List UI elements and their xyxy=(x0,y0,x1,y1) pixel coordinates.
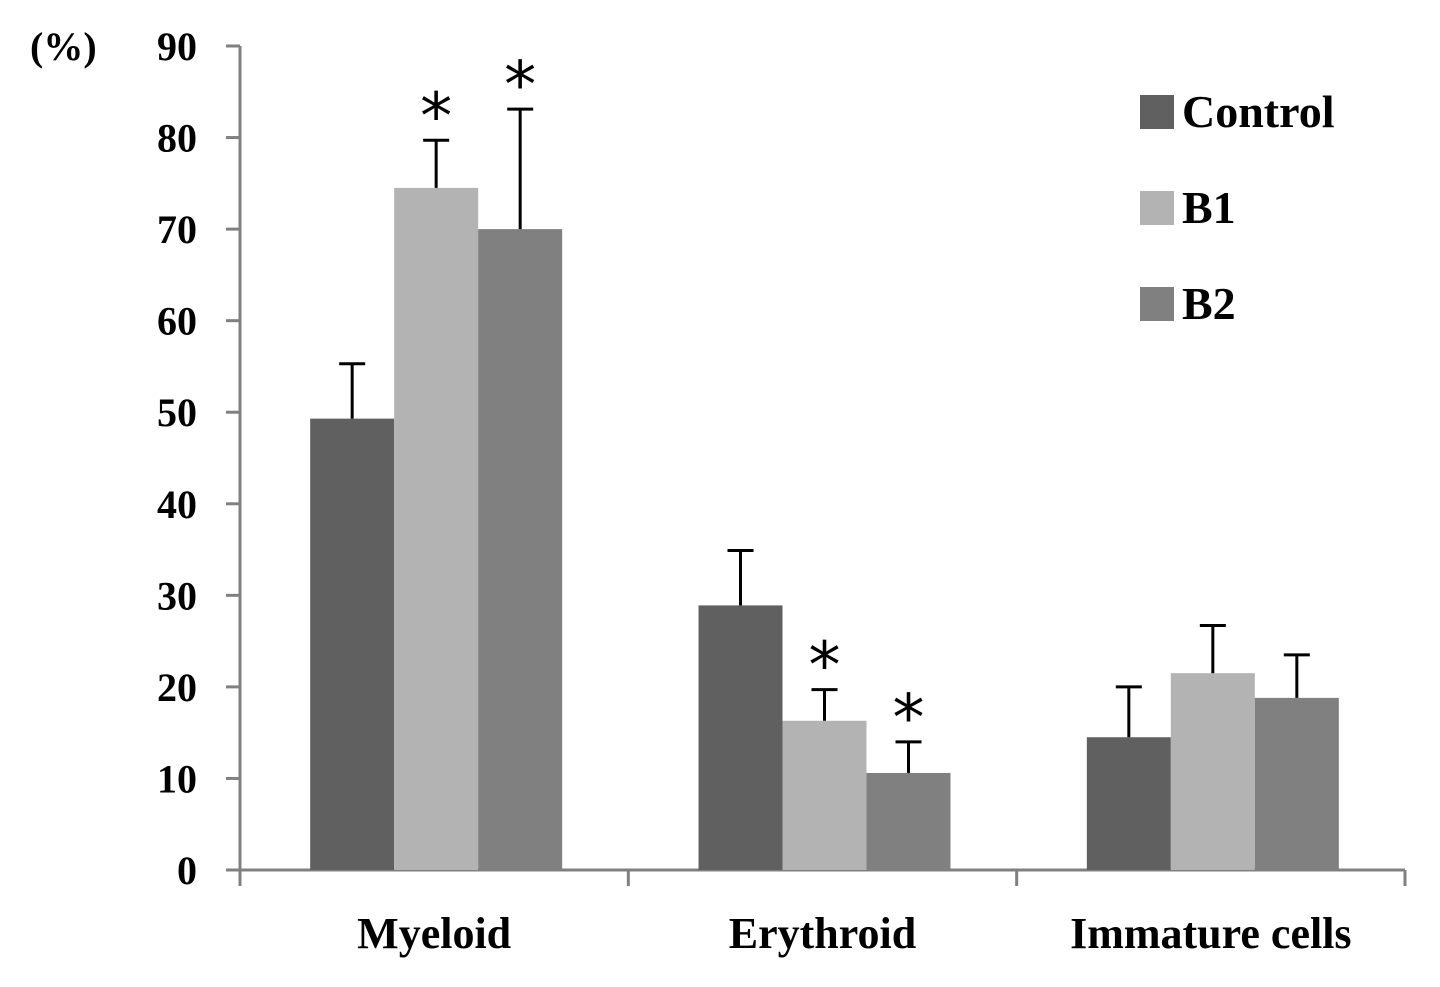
axes: 0 10 20 30 40 50 60 70 80 90 (%) Myeloid Erythroid Im… xyxy=(30,24,1407,958)
legend-label-control: Control xyxy=(1182,86,1335,137)
legend-swatch-b1 xyxy=(1140,191,1174,225)
bar-b1-immature-cells xyxy=(1170,673,1255,870)
significance-marker: * xyxy=(809,630,841,704)
bar-b1-erythroid xyxy=(782,720,867,870)
y-tick-label: 10 xyxy=(157,756,197,801)
y-tick-label: 80 xyxy=(157,116,197,161)
bar-control-immature-cells xyxy=(1086,737,1171,870)
significance-marker: * xyxy=(420,80,452,154)
x-category-label: Erythroid xyxy=(729,909,916,958)
y-tick-label: 90 xyxy=(157,24,197,69)
significance-marker: * xyxy=(893,682,925,756)
x-category-label: Myeloid xyxy=(357,909,511,958)
y-tick-label: 40 xyxy=(157,482,197,527)
bar-b1-myeloid xyxy=(394,187,479,870)
y-tick-label: 50 xyxy=(157,390,197,435)
y-tick-label: 30 xyxy=(157,573,197,618)
y-axis-label: (%) xyxy=(30,24,97,69)
bar-b2-immature-cells xyxy=(1254,697,1339,870)
legend: Control B1 B2 xyxy=(1140,86,1335,329)
legend-label-b2: B2 xyxy=(1182,278,1236,329)
legend-swatch-b2 xyxy=(1140,287,1174,321)
bar-b2-myeloid xyxy=(478,229,563,871)
y-tick-label: 20 xyxy=(157,665,197,710)
y-tick-label: 70 xyxy=(157,207,197,252)
legend-label-b1: B1 xyxy=(1182,182,1236,233)
legend-swatch-control xyxy=(1140,95,1174,129)
significance-marker: * xyxy=(504,49,536,123)
x-category-label: Immature cells xyxy=(1070,909,1351,958)
y-tick-label: 60 xyxy=(157,299,197,344)
bar-control-myeloid xyxy=(310,418,395,870)
bars: * * * * xyxy=(310,49,1339,871)
y-tick-label: 0 xyxy=(177,848,197,893)
bar-control-erythroid xyxy=(698,605,783,870)
bar-b2-erythroid xyxy=(866,772,951,870)
